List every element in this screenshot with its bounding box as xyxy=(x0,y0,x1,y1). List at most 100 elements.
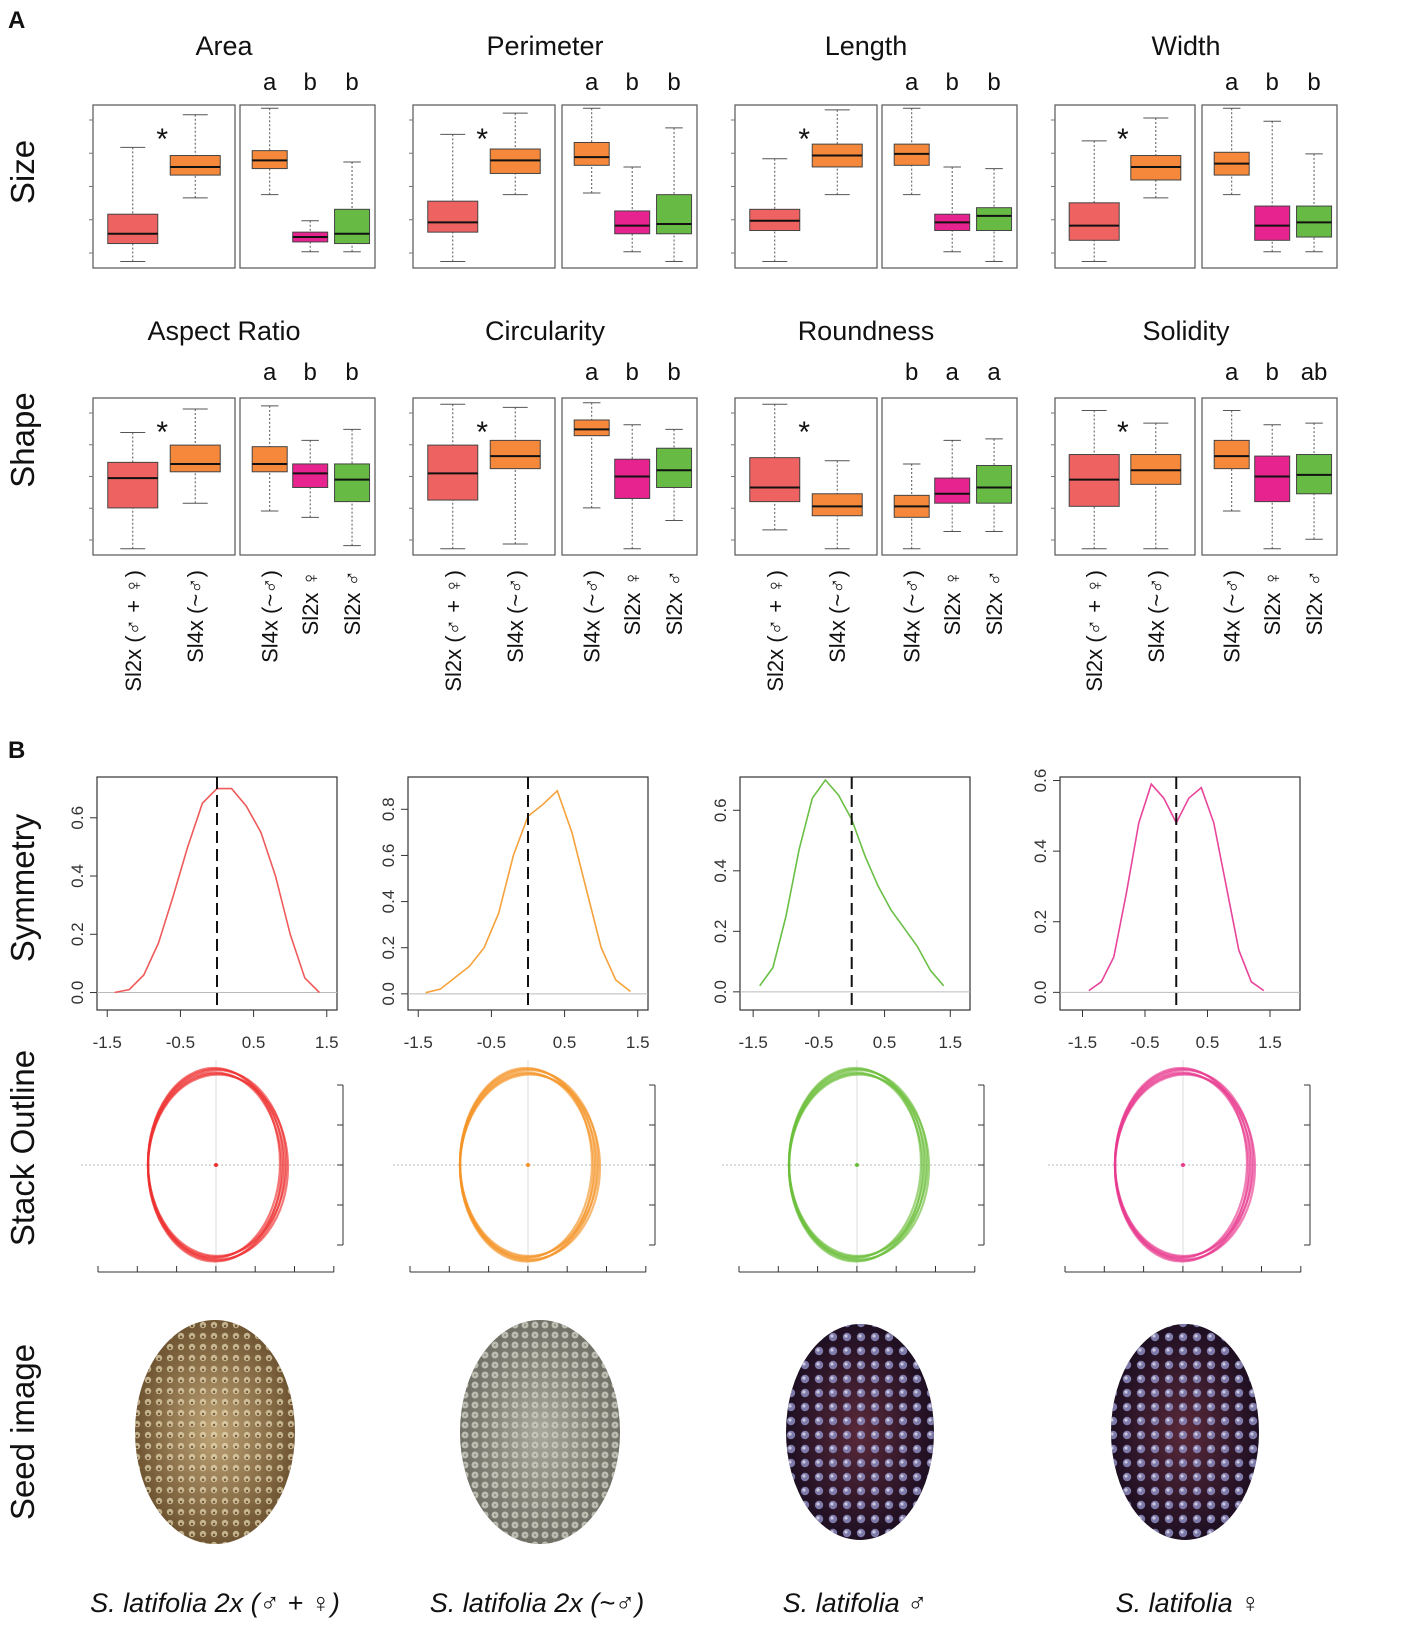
seed-texture xyxy=(1111,1324,1259,1540)
y-tick-label: 0.2 xyxy=(68,922,87,946)
caption: S. latifolia ♂ xyxy=(783,1588,928,1618)
x-label: Sl4x (~♂) xyxy=(183,570,208,663)
x-tick-label: 1.5 xyxy=(1258,1033,1282,1052)
y-tick-label: 0.2 xyxy=(379,936,398,960)
panel-label: A xyxy=(8,7,25,34)
y-tick-label: 0.4 xyxy=(68,864,87,888)
box xyxy=(934,477,971,504)
box xyxy=(292,463,329,488)
y-tick-label: 0.0 xyxy=(379,982,398,1006)
box xyxy=(251,446,288,473)
x-tick-label: -1.5 xyxy=(93,1033,122,1052)
outline xyxy=(787,1073,931,1261)
group-letter: a xyxy=(1225,69,1239,96)
box xyxy=(169,444,221,473)
x-tick-label: 1.5 xyxy=(315,1033,339,1052)
panel-label: B xyxy=(8,737,25,764)
box xyxy=(1254,205,1291,241)
panel-frame xyxy=(881,104,1018,269)
x-label: Sl2x (♂ + ♀) xyxy=(441,570,466,692)
group-letter: b xyxy=(905,359,918,386)
outline xyxy=(146,1073,290,1261)
row-label: Seed image xyxy=(4,1344,41,1520)
panel-title: Roundness xyxy=(798,316,935,346)
x-label: Sl2x ♂ xyxy=(982,570,1007,635)
group-letter: a xyxy=(263,69,277,96)
origin xyxy=(526,1163,530,1167)
x-tick-label: 0.5 xyxy=(242,1033,266,1052)
box xyxy=(749,457,801,503)
box xyxy=(656,194,693,235)
box xyxy=(573,419,610,437)
panel-frame xyxy=(239,104,376,269)
box xyxy=(656,447,693,488)
box xyxy=(334,208,371,245)
group-letter: ab xyxy=(1301,359,1328,386)
x-label: Sl2x ♂ xyxy=(340,570,365,635)
origin xyxy=(214,1163,218,1167)
group-letter: b xyxy=(626,359,639,386)
group-letter: b xyxy=(946,69,959,96)
significance-star: * xyxy=(156,123,168,156)
x-tick-label: 0.5 xyxy=(873,1033,897,1052)
x-label: Sl2x ♂ xyxy=(1302,570,1327,635)
caption: S. latifolia ♀ xyxy=(1116,1588,1261,1618)
origin xyxy=(855,1163,859,1167)
caption: S. latifolia 2x (~♂) xyxy=(430,1588,645,1618)
plot-frame xyxy=(739,776,971,1011)
y-tick-label: 0.6 xyxy=(711,798,730,822)
row-label: Symmetry xyxy=(4,813,41,962)
y-tick-label: 0.2 xyxy=(711,920,730,944)
group-letter: b xyxy=(304,359,317,386)
panel-frame xyxy=(1201,397,1338,556)
x-tick-label: 1.5 xyxy=(626,1033,650,1052)
panel-frame xyxy=(881,397,1018,556)
y-tick-label: 0.0 xyxy=(1031,981,1050,1005)
box xyxy=(427,200,479,233)
x-label: Sl2x ♀ xyxy=(620,570,645,635)
box xyxy=(976,207,1013,232)
density-curve xyxy=(759,778,945,987)
group-letter: b xyxy=(345,359,358,386)
x-label: Sl2x ♀ xyxy=(298,570,323,635)
x-label: Sl4x (~♂) xyxy=(258,570,283,663)
box xyxy=(169,155,221,176)
x-tick-label: -0.5 xyxy=(1130,1033,1159,1052)
x-label: Sl4x (~♂) xyxy=(580,570,605,663)
group-letter: a xyxy=(987,359,1001,386)
significance-star: * xyxy=(798,123,810,156)
panel-frame xyxy=(239,397,376,556)
group-letter: b xyxy=(987,69,1000,96)
group-letter: b xyxy=(626,69,639,96)
group-letter: a xyxy=(585,69,599,96)
significance-star: * xyxy=(476,416,488,449)
box xyxy=(1068,202,1120,241)
y-tick-label: 0.0 xyxy=(68,981,87,1005)
box xyxy=(614,210,651,235)
significance-star: * xyxy=(1117,416,1129,449)
significance-star: * xyxy=(476,123,488,156)
x-tick-label: -1.5 xyxy=(404,1033,433,1052)
group-letter: b xyxy=(1266,359,1279,386)
y-tick-label: 0.4 xyxy=(1031,839,1050,863)
panel-frame xyxy=(1201,104,1338,269)
x-label: Sl4x (~♂) xyxy=(503,570,528,663)
panel-title: Aspect Ratio xyxy=(147,316,300,346)
x-tick-label: -0.5 xyxy=(477,1033,506,1052)
y-tick-label: 0.2 xyxy=(1031,910,1050,934)
x-label: Sl2x (♂ + ♀) xyxy=(121,570,146,692)
panel-title: Solidity xyxy=(1142,316,1230,346)
group-letter: b xyxy=(304,69,317,96)
x-label: Sl2x ♀ xyxy=(940,570,965,635)
row-label: Shape xyxy=(4,392,41,487)
x-label: Sl2x ♂ xyxy=(662,570,687,635)
group-letter: a xyxy=(585,359,599,386)
panel-title: Area xyxy=(195,31,253,61)
significance-star: * xyxy=(798,416,810,449)
group-letter: b xyxy=(1266,69,1279,96)
x-tick-label: -0.5 xyxy=(166,1033,195,1052)
seed-texture xyxy=(135,1320,295,1544)
x-label: Sl2x (♂ + ♀) xyxy=(763,570,788,692)
x-label: Sl4x (~♂) xyxy=(1220,570,1245,663)
group-letter: a xyxy=(905,69,919,96)
